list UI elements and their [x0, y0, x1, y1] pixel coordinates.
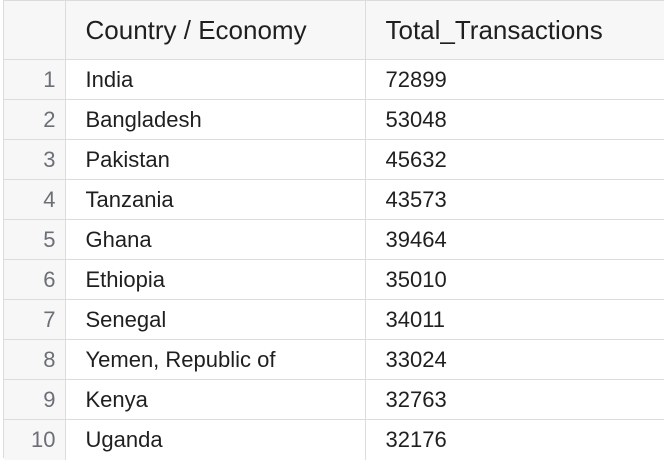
- cell-total-transactions[interactable]: 34011: [365, 299, 664, 340]
- cell-total-transactions[interactable]: 43573: [365, 179, 664, 220]
- row-index: 10: [4, 419, 66, 460]
- cell-total-transactions[interactable]: 33024: [365, 339, 664, 380]
- cell-country[interactable]: Bangladesh: [65, 99, 366, 140]
- cell-country[interactable]: Ghana: [65, 219, 366, 260]
- cell-country[interactable]: India: [65, 59, 366, 100]
- cell-total-transactions[interactable]: 72899: [365, 59, 664, 100]
- row-index: 3: [4, 139, 66, 180]
- cell-total-transactions[interactable]: 35010: [365, 259, 664, 300]
- cell-country[interactable]: Yemen, Republic of: [65, 339, 366, 380]
- row-index: 4: [4, 179, 66, 220]
- cell-total-transactions[interactable]: 32176: [365, 419, 664, 460]
- row-index: 2: [4, 99, 66, 140]
- cell-total-transactions[interactable]: 32763: [365, 379, 664, 420]
- cell-country[interactable]: Kenya: [65, 379, 366, 420]
- table-row: 1 India 72899: [4, 59, 664, 100]
- table-row: 9 Kenya 32763: [4, 379, 664, 420]
- header-row: Country / Economy Total_Transactions: [4, 0, 664, 60]
- table-row: 7 Senegal 34011: [4, 299, 664, 340]
- table-row: 2 Bangladesh 53048: [4, 99, 664, 140]
- cell-country[interactable]: Senegal: [65, 299, 366, 340]
- results-grid: Country / Economy Total_Transactions 1 I…: [3, 0, 664, 460]
- row-index: 6: [4, 259, 66, 300]
- cell-country[interactable]: Tanzania: [65, 179, 366, 220]
- cell-country[interactable]: Uganda: [65, 419, 366, 460]
- row-index: 1: [4, 59, 66, 100]
- row-index: 8: [4, 339, 66, 380]
- cell-total-transactions[interactable]: 45632: [365, 139, 664, 180]
- table-row: 3 Pakistan 45632: [4, 139, 664, 180]
- row-index: 9: [4, 379, 66, 420]
- cell-total-transactions[interactable]: 53048: [365, 99, 664, 140]
- results-table: Country / Economy Total_Transactions 1 I…: [4, 0, 664, 460]
- row-index: 7: [4, 299, 66, 340]
- table-row: 8 Yemen, Republic of 33024: [4, 339, 664, 380]
- cell-country[interactable]: Pakistan: [65, 139, 366, 180]
- table-row: 4 Tanzania 43573: [4, 179, 664, 220]
- table-row: 6 Ethiopia 35010: [4, 259, 664, 300]
- table-row: 5 Ghana 39464: [4, 219, 664, 260]
- row-index: 5: [4, 219, 66, 260]
- row-index-header: [4, 0, 66, 60]
- column-header-total-transactions[interactable]: Total_Transactions: [365, 0, 664, 60]
- cell-country[interactable]: Ethiopia: [65, 259, 366, 300]
- cell-total-transactions[interactable]: 39464: [365, 219, 664, 260]
- table-row: 10 Uganda 32176: [4, 419, 664, 460]
- column-header-country[interactable]: Country / Economy: [65, 0, 366, 60]
